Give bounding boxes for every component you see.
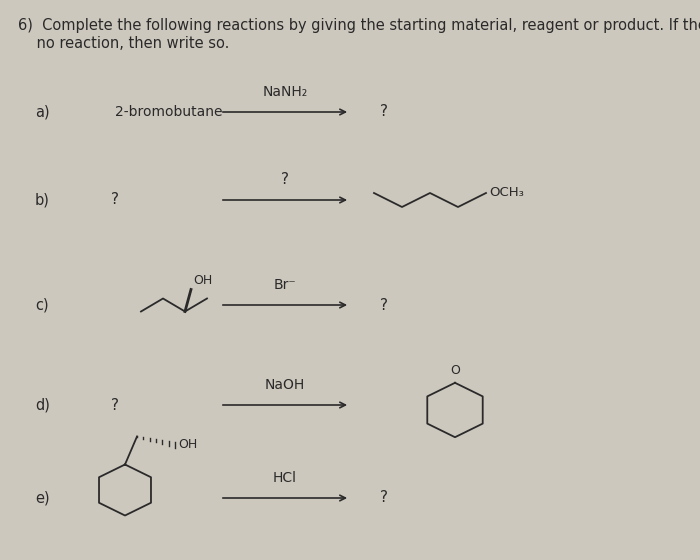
Text: no reaction, then write so.: no reaction, then write so. bbox=[18, 36, 230, 51]
Text: O: O bbox=[450, 365, 460, 377]
Text: b): b) bbox=[35, 193, 50, 208]
Text: ?: ? bbox=[380, 105, 388, 119]
Text: ?: ? bbox=[380, 491, 388, 506]
Text: ?: ? bbox=[281, 172, 289, 188]
Text: d): d) bbox=[35, 398, 50, 413]
Text: a): a) bbox=[35, 105, 50, 119]
Text: OH: OH bbox=[193, 273, 212, 287]
Text: HCl: HCl bbox=[273, 471, 297, 485]
Text: e): e) bbox=[35, 491, 50, 506]
Text: OH: OH bbox=[178, 438, 197, 451]
Text: 6)  Complete the following reactions by giving the starting material, reagent or: 6) Complete the following reactions by g… bbox=[18, 18, 700, 33]
Text: Br⁻: Br⁻ bbox=[274, 278, 296, 292]
Text: ?: ? bbox=[111, 398, 119, 413]
Text: ?: ? bbox=[111, 193, 119, 208]
Text: 2-bromobutane: 2-bromobutane bbox=[115, 105, 223, 119]
Text: ?: ? bbox=[380, 297, 388, 312]
Text: OCH₃: OCH₃ bbox=[489, 186, 524, 199]
Text: NaOH: NaOH bbox=[265, 378, 305, 392]
Text: c): c) bbox=[35, 297, 48, 312]
Text: NaNH₂: NaNH₂ bbox=[262, 85, 307, 99]
